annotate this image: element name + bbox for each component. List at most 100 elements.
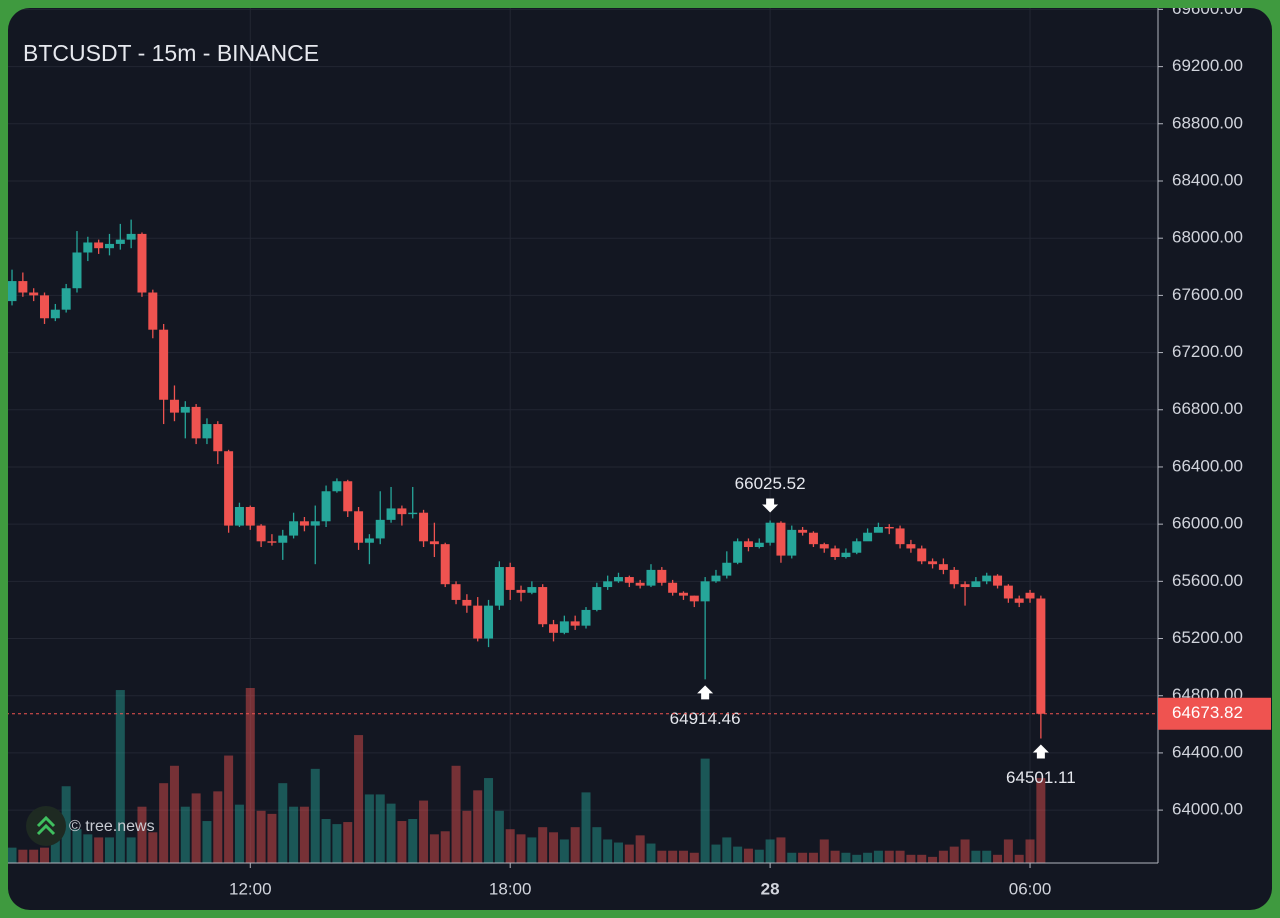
volume-bar bbox=[191, 793, 201, 863]
volume-bar bbox=[516, 834, 526, 863]
candle-body bbox=[375, 519, 385, 539]
volume-bar bbox=[61, 786, 71, 863]
candle-body bbox=[267, 541, 277, 543]
candle-body bbox=[148, 292, 158, 330]
volume-bar bbox=[213, 791, 223, 863]
volume-bar bbox=[1003, 839, 1013, 863]
volume-bar bbox=[917, 854, 927, 863]
candle-body bbox=[798, 529, 808, 533]
candle-body bbox=[310, 521, 320, 526]
volume-bar bbox=[538, 827, 548, 863]
candle-body bbox=[928, 561, 938, 565]
candle-body bbox=[787, 529, 797, 556]
candle-body bbox=[137, 233, 147, 293]
volume-bar bbox=[267, 813, 277, 863]
volume-bar bbox=[289, 806, 299, 863]
volume-bar bbox=[429, 834, 439, 863]
volume-bar bbox=[505, 829, 515, 863]
volume-bar bbox=[375, 794, 385, 863]
candle-body bbox=[484, 605, 494, 639]
candle-body bbox=[1025, 592, 1035, 599]
volume-bar bbox=[234, 804, 244, 863]
candle-body bbox=[440, 544, 450, 585]
grid bbox=[8, 8, 1158, 863]
candle-body bbox=[180, 406, 190, 413]
volume-bar bbox=[8, 847, 17, 863]
volume-bar bbox=[126, 837, 136, 863]
volume-bar bbox=[202, 821, 212, 863]
candle-body bbox=[841, 552, 851, 558]
watermark-text: © tree.news bbox=[69, 818, 155, 835]
volume bbox=[8, 688, 1046, 863]
annotation-arrow bbox=[697, 685, 714, 700]
volume-bar bbox=[462, 810, 472, 863]
candle-body bbox=[278, 535, 288, 543]
volume-bar bbox=[884, 850, 894, 863]
volume-bar bbox=[40, 847, 50, 863]
candle-body bbox=[83, 242, 93, 253]
volume-bar bbox=[527, 837, 537, 863]
candle-body bbox=[624, 577, 634, 583]
candle-body bbox=[592, 587, 602, 610]
volume-bar bbox=[159, 783, 169, 863]
volume-bar bbox=[971, 850, 981, 863]
volume-bar bbox=[765, 839, 775, 863]
candle-body bbox=[50, 309, 60, 319]
volume-bar bbox=[841, 852, 851, 863]
volume-bar bbox=[310, 768, 320, 863]
candle-body bbox=[202, 424, 212, 439]
volume-bar bbox=[224, 755, 234, 863]
volume-bar bbox=[321, 818, 331, 863]
volume-bar bbox=[613, 842, 623, 863]
volume-bar bbox=[592, 827, 602, 863]
candle-body bbox=[949, 569, 959, 585]
candle-body bbox=[72, 252, 82, 289]
volume-bar bbox=[29, 849, 39, 863]
volume-bar bbox=[711, 844, 721, 863]
y-tick-label: 65600.00 bbox=[1172, 571, 1243, 590]
candle-body bbox=[516, 589, 526, 593]
candle-body bbox=[711, 575, 721, 582]
candle-body bbox=[289, 521, 299, 536]
volume-bar bbox=[863, 852, 873, 863]
y-tick-label: 69600.00 bbox=[1172, 8, 1243, 18]
candle-body bbox=[61, 288, 71, 310]
candle-body bbox=[343, 481, 353, 512]
y-tick-label: 66000.00 bbox=[1172, 514, 1243, 533]
volume-bar bbox=[104, 837, 114, 863]
volume-bar bbox=[1014, 854, 1024, 863]
volume-bar bbox=[180, 806, 190, 863]
volume-bar bbox=[1025, 839, 1035, 863]
volume-bar bbox=[440, 831, 450, 863]
volume-bar bbox=[386, 803, 396, 863]
volume-bar bbox=[137, 806, 147, 863]
volume-bar bbox=[722, 837, 732, 863]
volume-bar bbox=[494, 810, 504, 863]
volume-bar bbox=[94, 837, 104, 863]
candle-body bbox=[819, 544, 829, 549]
candle-body bbox=[722, 562, 732, 576]
candle-body bbox=[429, 541, 439, 545]
candle-body bbox=[245, 506, 255, 526]
chart-title: BTCUSDT - 15m - BINANCE bbox=[23, 40, 319, 66]
candle-body bbox=[808, 532, 818, 545]
candle-body bbox=[169, 399, 179, 413]
candle-body bbox=[765, 522, 775, 543]
candle-body bbox=[906, 544, 916, 549]
volume-bar bbox=[960, 839, 970, 863]
volume-bar bbox=[787, 852, 797, 863]
volume-bar bbox=[473, 790, 483, 863]
volume-bar bbox=[559, 839, 569, 863]
candle-body bbox=[971, 581, 981, 588]
volume-bar bbox=[50, 829, 60, 863]
y-tick-label: 65200.00 bbox=[1172, 628, 1243, 647]
high-annotation: 66025.52 bbox=[735, 474, 806, 493]
volume-bar bbox=[581, 792, 591, 863]
volume-bar bbox=[873, 850, 883, 863]
volume-bar bbox=[148, 832, 158, 863]
candle-body bbox=[104, 243, 114, 249]
candle-body bbox=[938, 564, 948, 570]
candle-body bbox=[668, 582, 678, 593]
chart-frame: BTCUSDT - 15m - BINANCE © tree.news 6602… bbox=[8, 8, 1272, 910]
volume-bar bbox=[743, 848, 753, 863]
